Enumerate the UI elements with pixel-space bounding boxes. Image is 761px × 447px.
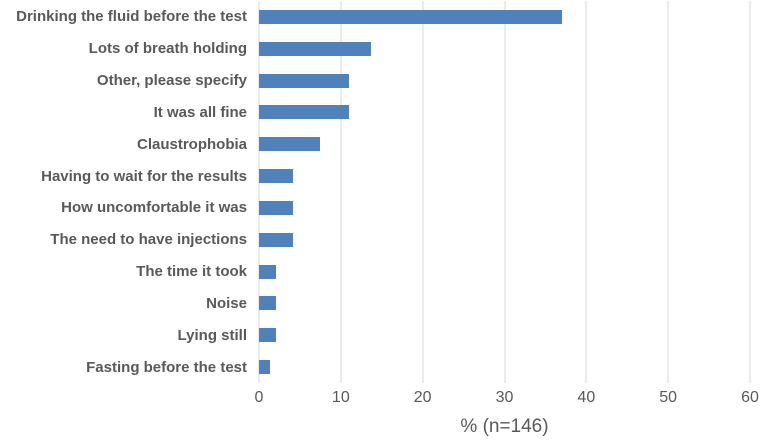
x-tick-label-50: 50 <box>659 389 678 406</box>
bar-row <box>259 160 750 192</box>
bar-row <box>259 319 750 351</box>
bar-5 <box>259 169 293 184</box>
bar-10 <box>259 328 277 343</box>
bar-row <box>259 1 750 33</box>
x-tick-label-30: 30 <box>495 389 514 406</box>
category-label: Having to wait for the results <box>41 167 247 185</box>
bar-row <box>259 288 750 320</box>
gridline-x-60 <box>749 1 751 383</box>
bar-row <box>259 351 750 383</box>
plot-area <box>258 1 751 383</box>
bar-row <box>259 97 750 129</box>
bar-2 <box>259 73 350 88</box>
x-tick-label-10: 10 <box>331 389 350 406</box>
category-label: It was all fine <box>153 103 247 121</box>
bar-6 <box>259 200 293 215</box>
bar-row <box>259 33 750 65</box>
bar-row <box>259 65 750 97</box>
gridline-x-30 <box>504 1 505 383</box>
category-label: How uncomfortable it was <box>61 199 247 217</box>
gridline-x-40 <box>585 1 587 383</box>
category-label: Noise <box>206 294 247 312</box>
x-tick-label-0: 0 <box>254 389 264 406</box>
category-label: Drinking the fluid before the test <box>16 8 247 26</box>
category-label: Fasting before the test <box>86 358 247 376</box>
gridline-x-0 <box>258 1 260 383</box>
x-axis-title: % (n=146) <box>460 416 549 437</box>
bar-row <box>259 224 750 256</box>
bar-0 <box>259 9 562 24</box>
x-tick-label-20: 20 <box>413 389 432 406</box>
gridline-x-50 <box>667 1 669 383</box>
bar-7 <box>259 232 293 247</box>
category-label: The time it took <box>136 263 247 281</box>
bar-8 <box>259 264 277 279</box>
bar-row <box>259 192 750 224</box>
bar-row <box>259 128 750 160</box>
category-label: Other, please specify <box>96 72 247 90</box>
x-axis-ticks: 0 10 20 30 40 50 60 <box>255 389 759 411</box>
bar-4 <box>259 137 321 152</box>
bar-1 <box>259 41 372 56</box>
gridline-x-10 <box>340 1 342 383</box>
x-tick-label-40: 40 <box>577 389 596 406</box>
category-labels: Drinking the fluid before the test Lots o… <box>0 1 247 383</box>
bar-row <box>259 256 750 288</box>
category-label: Lots of breath holding <box>88 40 247 58</box>
category-label: Claustrophobia <box>136 135 247 153</box>
bar-9 <box>259 296 277 311</box>
gridline-x-20 <box>422 1 424 383</box>
bar-3 <box>259 105 350 120</box>
category-label: Lying still <box>177 326 247 344</box>
bar-11 <box>259 360 271 375</box>
category-label: The need to have injections <box>50 231 247 249</box>
x-tick-label-60: 60 <box>741 389 759 406</box>
